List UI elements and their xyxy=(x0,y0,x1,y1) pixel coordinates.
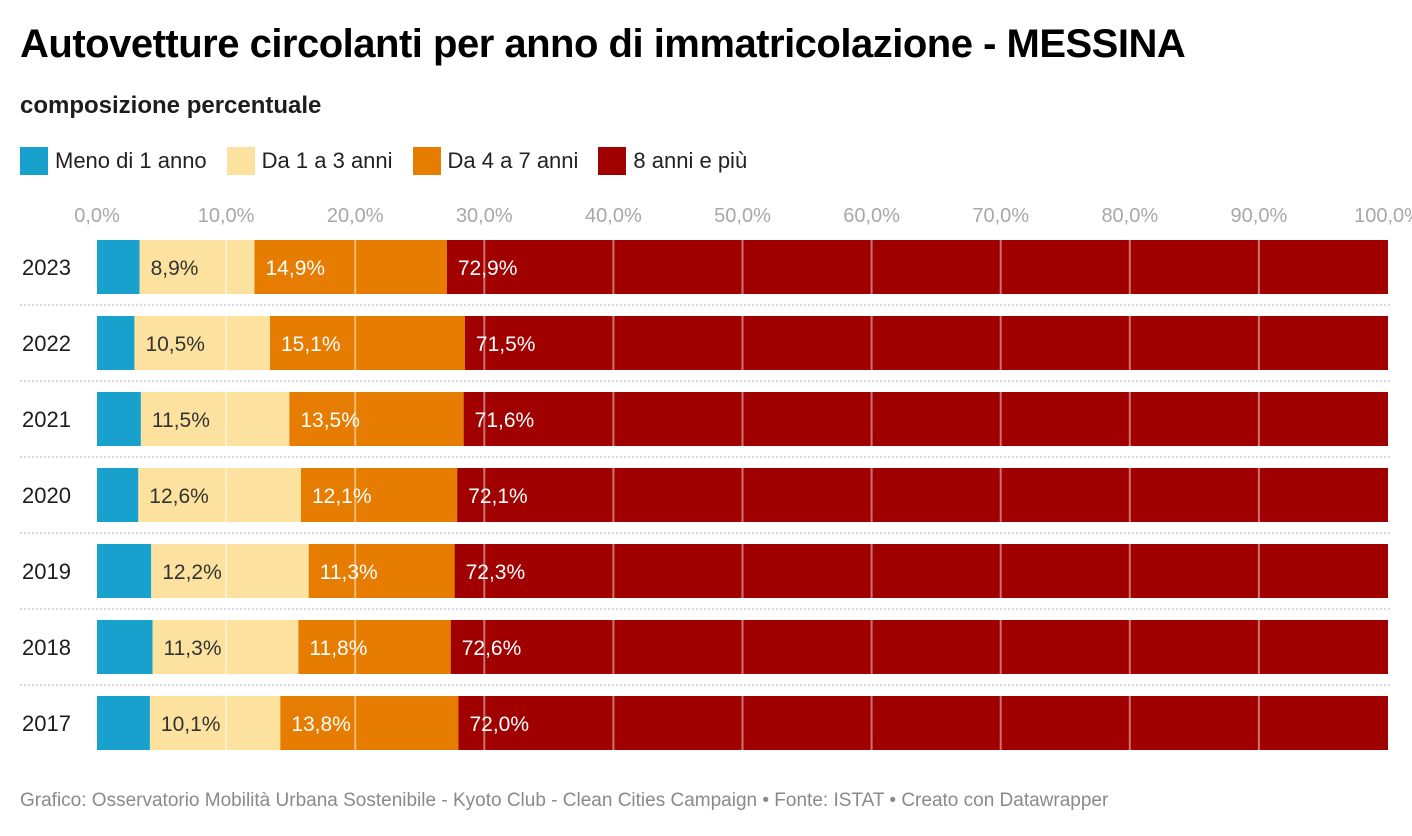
bar-segment xyxy=(464,316,1388,370)
legend-item-da-4-a-7-anni: Da 4 a 7 anni xyxy=(412,147,579,175)
data-label: 12,6% xyxy=(149,485,209,508)
data-label: 72,6% xyxy=(462,637,522,660)
x-tick-label: 0,0% xyxy=(74,205,120,227)
data-label: 72,0% xyxy=(469,713,529,736)
bar-segment xyxy=(457,468,1389,522)
data-label: 13,8% xyxy=(291,713,351,736)
category-label: 2022 xyxy=(22,331,71,356)
bar-segment xyxy=(308,544,455,598)
legend-swatch xyxy=(598,147,627,175)
bar-segment xyxy=(446,240,1389,294)
data-label: 72,3% xyxy=(466,561,526,584)
bar-segment xyxy=(97,468,139,522)
bar-segment xyxy=(97,544,152,598)
x-tick-label: 40,0% xyxy=(585,205,642,227)
bar-segment xyxy=(97,316,135,370)
bar-segment xyxy=(463,392,1388,446)
bar-segment xyxy=(151,544,309,598)
x-tick-label: 80,0% xyxy=(1101,205,1158,227)
bar-segment xyxy=(269,316,465,370)
bar-segment xyxy=(298,620,451,674)
bar-segment xyxy=(139,240,255,294)
chart-credit: Grafico: Osservatorio Mobilità Urbana So… xyxy=(20,790,1109,811)
category-label: 2019 xyxy=(22,559,71,584)
category-label: 2018 xyxy=(22,635,71,660)
data-label: 11,5% xyxy=(152,409,210,432)
legend-item-meno-di-1-anno: Meno di 1 anno xyxy=(20,147,207,175)
data-label: 11,3% xyxy=(164,637,222,660)
legend-label: Meno di 1 anno xyxy=(55,148,207,173)
data-label: 8,9% xyxy=(151,257,199,280)
bar-segment xyxy=(149,696,281,750)
legend-item-8-anni-e-piu: 8 anni e più xyxy=(598,147,747,175)
legend-swatch xyxy=(20,147,48,175)
x-tick-label: 20,0% xyxy=(327,205,384,227)
bar-segment xyxy=(152,620,299,674)
legend-swatch xyxy=(412,147,441,175)
category-label: 2023 xyxy=(22,255,71,280)
bar-segment xyxy=(289,392,464,446)
stacked-bar-chart: 0,0% 10,0% 20,0% 30,0% 40,0% 50,0% 60,0% 70,0% 8… xyxy=(20,205,1412,750)
data-label: 71,6% xyxy=(475,409,535,432)
data-label: 10,1% xyxy=(161,713,221,736)
data-label: 72,1% xyxy=(468,485,528,508)
bar-segment xyxy=(134,316,270,370)
legend-label: Da 4 a 7 anni xyxy=(447,148,579,173)
data-label: 10,5% xyxy=(145,333,205,356)
chart-title: Autovetture circolanti per anno di immat… xyxy=(20,22,1186,66)
bar-segment xyxy=(97,392,141,446)
x-tick-label: 90,0% xyxy=(1231,205,1288,227)
x-tick-label: 100,0% xyxy=(1354,205,1412,227)
data-label: 71,5% xyxy=(476,333,536,356)
data-label: 12,1% xyxy=(312,485,372,508)
bar-segment xyxy=(97,240,140,294)
bar-segment xyxy=(138,468,301,522)
x-tick-label: 30,0% xyxy=(456,205,513,227)
category-label: 2021 xyxy=(22,407,71,432)
bar-segment xyxy=(458,696,1389,750)
category-label: 2017 xyxy=(22,711,71,736)
data-label: 72,9% xyxy=(458,257,518,280)
bar-segment xyxy=(97,620,153,674)
data-label: 14,9% xyxy=(266,257,326,280)
x-tick-label: 60,0% xyxy=(843,205,900,227)
bar-segment xyxy=(450,620,1388,674)
legend-swatch xyxy=(226,147,255,175)
x-tick-label: 50,0% xyxy=(714,205,771,227)
data-label: 12,2% xyxy=(162,561,222,584)
data-label: 11,3% xyxy=(320,561,378,584)
bar-segment xyxy=(454,544,1388,598)
x-tick-label: 70,0% xyxy=(972,205,1029,227)
bar-segment xyxy=(140,392,290,446)
data-label: 13,5% xyxy=(300,409,360,432)
bar-segment xyxy=(97,696,150,750)
chart-subtitle: composizione percentuale xyxy=(20,92,322,119)
legend-label: 8 anni e più xyxy=(633,148,748,173)
legend-item-da-1-a-3-anni: Da 1 a 3 anni xyxy=(226,147,393,175)
category-label: 2020 xyxy=(22,483,71,508)
bar-segment xyxy=(254,240,447,294)
legend-label: Da 1 a 3 anni xyxy=(261,148,393,173)
data-label: 15,1% xyxy=(281,333,341,356)
x-tick-label: 10,0% xyxy=(198,205,255,227)
legend: Meno di 1 anno Da 1 a 3 anni Da 4 a 7 an… xyxy=(20,146,767,176)
bar-segment xyxy=(280,696,459,750)
data-label: 11,8% xyxy=(309,637,367,660)
bar-segment xyxy=(300,468,458,522)
